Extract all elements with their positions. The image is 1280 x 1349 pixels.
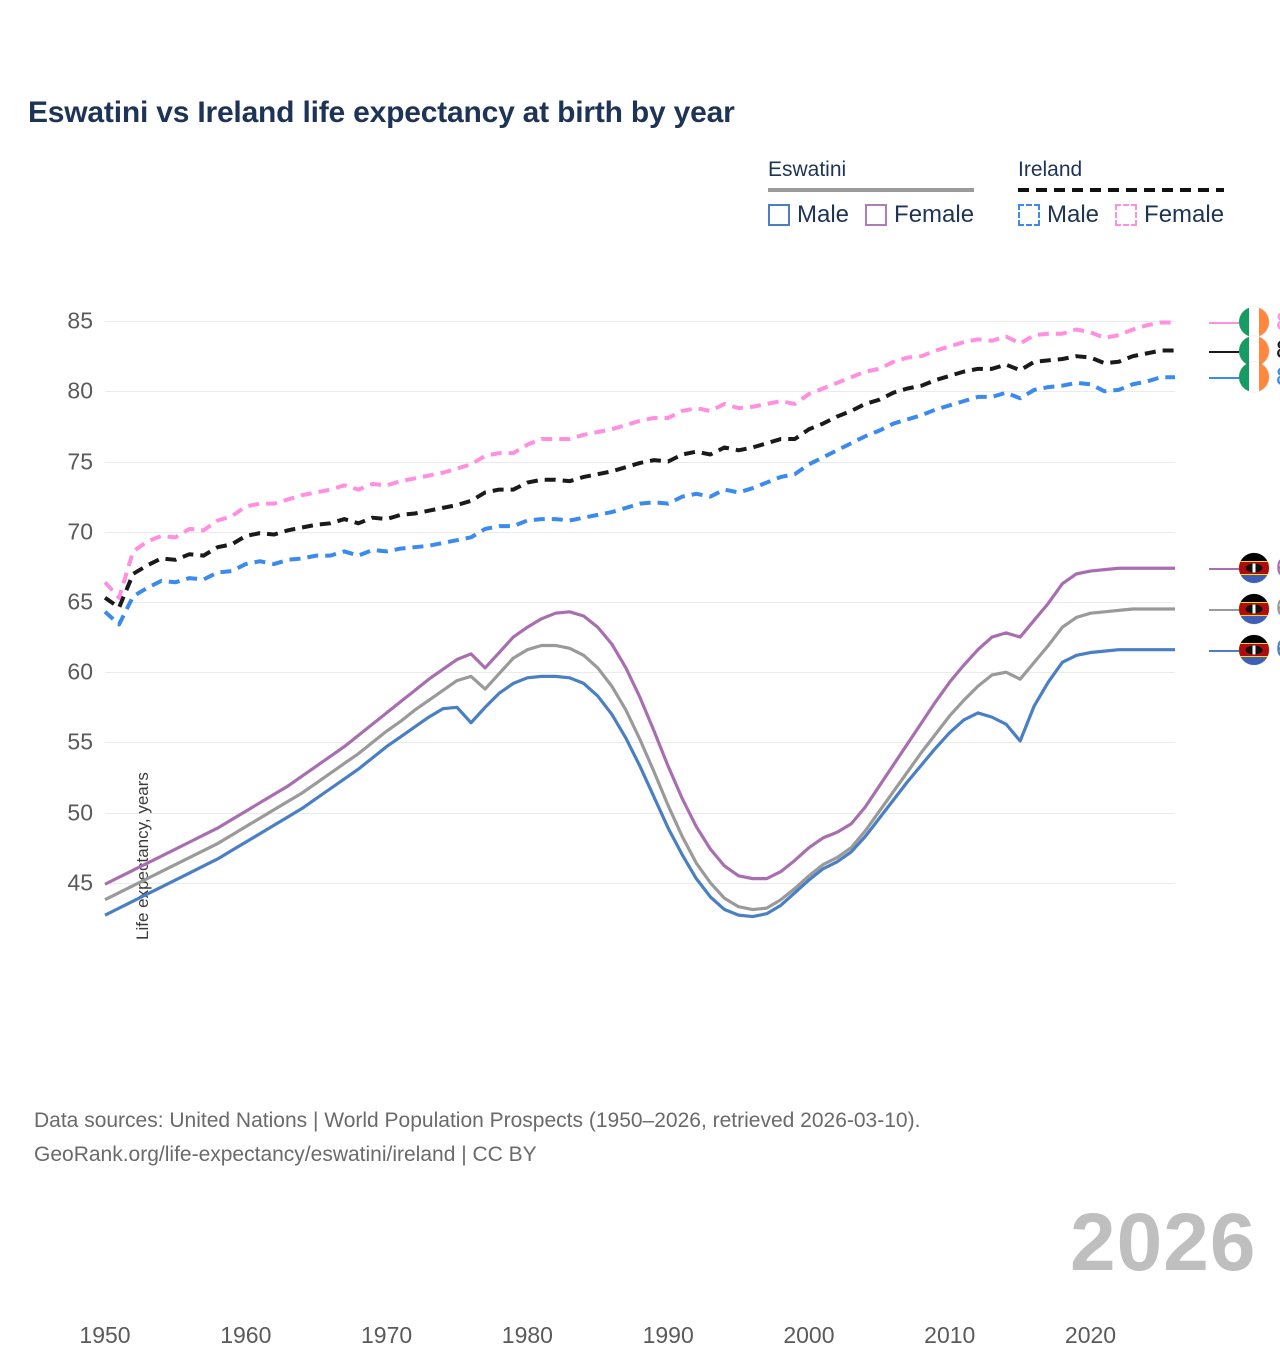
y-tick-label: 50 (67, 799, 93, 826)
x-tick-label: 2020 (1064, 1322, 1117, 1348)
footer-line-1: Data sources: United Nations | World Pop… (34, 1109, 921, 1132)
page-title: Eswatini vs Ireland life expectancy at b… (28, 96, 735, 129)
end-label-eswatini_male: 61.6 (1239, 634, 1280, 665)
end-label-value: 84.9 (1276, 308, 1280, 337)
end-label-leader (1209, 322, 1239, 325)
legend-group-ireland: Ireland Male Female (1018, 158, 1225, 229)
legend-group-eswatini: Eswatini Male Female (768, 158, 975, 229)
legend-label-eswatini-female: Female (894, 201, 975, 228)
legend-item-eswatini-male[interactable]: Male (768, 201, 849, 229)
footer-line-2: GeoRank.org/life-expectancy/eswatini/ire… (34, 1143, 537, 1167)
gridline (105, 601, 1175, 603)
x-tick-label: 2010 (924, 1322, 976, 1348)
series-lines (103, 320, 1175, 919)
y-tick-label: 80 (67, 377, 93, 404)
gridline (105, 391, 1175, 393)
gridline (105, 672, 1175, 674)
series-line-eswatini_female (104, 566, 1175, 886)
x-tick-label: 1980 (501, 1322, 553, 1348)
eswatini-flag-icon (1239, 634, 1269, 665)
chart-legend: Eswatini Male Female Ireland Male (760, 158, 1260, 238)
end-label-eswatini_female: 67.4 (1239, 553, 1280, 584)
legend-label-ireland-male: Male (1047, 201, 1100, 228)
ireland-flag-icon (1239, 362, 1269, 393)
end-label-value: 64.5 (1276, 594, 1280, 623)
footer-credits: Data sources: United Nations | World Pop… (34, 1104, 920, 1172)
legend-item-ireland-female[interactable]: Female (1115, 201, 1224, 229)
y-tick-label: 70 (67, 518, 93, 545)
end-label-ireland_male: 81 (1239, 362, 1280, 393)
end-label-leader (1209, 377, 1239, 380)
legend-rule-dashed (1018, 188, 1225, 192)
year-watermark: 2026 (1070, 1197, 1257, 1288)
ireland-flag-icon (1239, 335, 1269, 366)
x-tick-label: 1960 (220, 1322, 272, 1348)
series-line-ireland_total (103, 348, 1175, 610)
legend-swatch-icon-ireland-male (1018, 204, 1040, 226)
legend-label-eswatini-male: Male (797, 201, 850, 228)
x-tick-label: 1970 (360, 1322, 413, 1348)
legend-swatch-icon-ireland-female (1115, 204, 1138, 226)
end-label-value: 61.6 (1276, 635, 1280, 664)
end-label-value: 67.4 (1276, 554, 1280, 583)
gridline (105, 882, 1175, 884)
eswatini-flag-icon (1239, 593, 1269, 624)
gridline (105, 531, 1175, 533)
end-label-eswatini_total: 64.5 (1239, 593, 1280, 624)
legend-swatch-icon-eswatini-male (768, 204, 790, 226)
end-label-value: 82.9 (1276, 336, 1280, 365)
legend-rule-solid (768, 188, 975, 192)
ireland-flag-icon (1239, 307, 1269, 338)
series-line-ireland_male (103, 375, 1175, 627)
x-tick-label: 1990 (642, 1322, 694, 1348)
y-tick-label: 45 (67, 869, 93, 896)
end-label-ireland_female: 84.9 (1239, 307, 1280, 338)
y-tick-label: 60 (67, 658, 93, 685)
y-tick-label: 85 (67, 307, 93, 334)
series-line-eswatini_total (104, 607, 1175, 912)
legend-label-ireland-female: Female (1144, 201, 1225, 228)
end-label-value: 81 (1276, 363, 1280, 392)
legend-item-ireland-male[interactable]: Male (1018, 201, 1099, 229)
end-label-leader (1209, 649, 1239, 652)
legend-swatch-icon-eswatini-female (865, 204, 888, 226)
series-line-eswatini_male (104, 648, 1175, 919)
legend-group-title-eswatini: Eswatini (768, 158, 847, 181)
end-label-leader (1209, 350, 1239, 353)
gridline (105, 321, 1175, 323)
y-tick-label: 55 (67, 728, 93, 755)
eswatini-flag-icon (1239, 553, 1269, 584)
gridline (105, 812, 1175, 814)
y-tick-label: 65 (67, 588, 93, 615)
y-tick-label: 75 (67, 448, 93, 474)
end-label-leader (1209, 608, 1239, 611)
x-tick-label: 1950 (79, 1322, 131, 1348)
end-label-leader (1209, 568, 1239, 571)
x-tick-label: 2000 (783, 1322, 835, 1348)
end-label-ireland_total: 82.9 (1239, 335, 1280, 366)
legend-group-title-ireland: Ireland (1018, 158, 1083, 181)
legend-item-eswatini-female[interactable]: Female (865, 201, 974, 229)
series-line-ireland_female (103, 320, 1175, 600)
